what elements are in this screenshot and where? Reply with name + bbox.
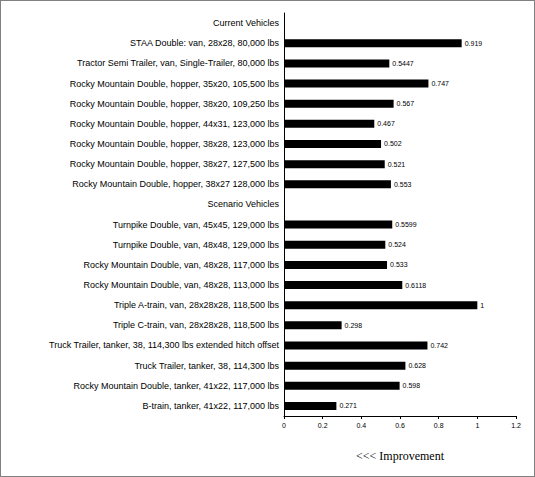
svg-text:Rocky Mountain Double, tanker,: Rocky Mountain Double, tanker, 41x22, 11…: [74, 381, 280, 391]
svg-text:0.298: 0.298: [345, 322, 363, 329]
svg-text:Truck Trailer, tanker, 38, 114: Truck Trailer, tanker, 38, 114,300 lbs: [134, 361, 279, 371]
svg-text:0.5599: 0.5599: [395, 221, 417, 228]
svg-text:1: 1: [475, 422, 479, 429]
svg-text:0.2: 0.2: [318, 422, 328, 429]
svg-text:0.567: 0.567: [397, 100, 415, 107]
svg-text:0.521: 0.521: [388, 161, 406, 168]
svg-text:Rocky Mountain Double, hopper,: Rocky Mountain Double, hopper, 44x31, 12…: [70, 119, 280, 129]
svg-text:0.553: 0.553: [394, 181, 412, 188]
svg-text:1: 1: [480, 302, 484, 309]
svg-text:Tractor Semi Trailer, van, Sin: Tractor Semi Trailer, van, Single-Traile…: [77, 58, 279, 68]
svg-text:Rocky Mountain Double, hopper,: Rocky Mountain Double, hopper, 38x27, 12…: [70, 159, 280, 169]
svg-text:0.628: 0.628: [408, 362, 426, 369]
svg-text:0.533: 0.533: [390, 261, 408, 268]
svg-text:Rocky Mountain Double, hopper,: Rocky Mountain Double, hopper, 38x28, 12…: [70, 139, 280, 149]
svg-text:0.467: 0.467: [377, 120, 395, 127]
svg-text:Rocky Mountain Double, van, 48: Rocky Mountain Double, van, 48x28, 113,0…: [84, 280, 280, 290]
svg-text:0.6: 0.6: [395, 422, 405, 429]
svg-text:1.2: 1.2: [511, 422, 521, 429]
svg-text:0.6118: 0.6118: [405, 282, 426, 289]
svg-text:Rocky Mountain Double, hopper,: Rocky Mountain Double, hopper, 38x27 128…: [72, 179, 279, 189]
svg-text:Current Vehicles: Current Vehicles: [213, 18, 280, 28]
svg-text:Turnpike Double, van, 48x48, 1: Turnpike Double, van, 48x48, 129,000 lbs: [113, 240, 280, 250]
svg-text:0.271: 0.271: [339, 402, 357, 409]
svg-text:0: 0: [282, 422, 286, 429]
svg-text:0.502: 0.502: [384, 140, 402, 147]
svg-text:STAA Double: van, 28x28, 80,00: STAA Double: van, 28x28, 80,000 lbs: [130, 38, 279, 48]
svg-text:0.598: 0.598: [403, 382, 421, 389]
svg-text:0.524: 0.524: [388, 241, 406, 248]
svg-text:<<< Improvement: <<< Improvement: [356, 449, 445, 463]
svg-text:Scenario Vehicles: Scenario Vehicles: [207, 199, 279, 209]
svg-text:0.919: 0.919: [465, 40, 483, 47]
svg-text:0.747: 0.747: [431, 80, 449, 87]
svg-text:Rocky Mountain Double, hopper,: Rocky Mountain Double, hopper, 38x20, 10…: [70, 99, 280, 109]
svg-text:Turnpike Double, van, 45x45, 1: Turnpike Double, van, 45x45, 129,000 lbs: [113, 220, 280, 230]
svg-text:0.5447: 0.5447: [392, 60, 414, 67]
svg-text:0.8: 0.8: [434, 422, 444, 429]
svg-text:Rocky Mountain Double, van, 48: Rocky Mountain Double, van, 48x28, 117,0…: [84, 260, 280, 270]
svg-text:Rocky Mountain Double, hopper,: Rocky Mountain Double, hopper, 35x20, 10…: [70, 79, 280, 89]
svg-text:Triple A-train, van, 28x28x28,: Triple A-train, van, 28x28x28, 118,500 l…: [114, 300, 280, 310]
svg-text:Truck Trailer, tanker, 38, 114: Truck Trailer, tanker, 38, 114,300 lbs e…: [49, 340, 279, 350]
svg-text:0.742: 0.742: [430, 342, 448, 349]
svg-text:B-train, tanker, 41x22, 117,00: B-train, tanker, 41x22, 117,000 lbs: [143, 401, 280, 411]
svg-text:0.4: 0.4: [356, 422, 366, 429]
svg-text:Triple C-train, van, 28x28x28,: Triple C-train, van, 28x28x28, 118,500 l…: [113, 320, 280, 330]
